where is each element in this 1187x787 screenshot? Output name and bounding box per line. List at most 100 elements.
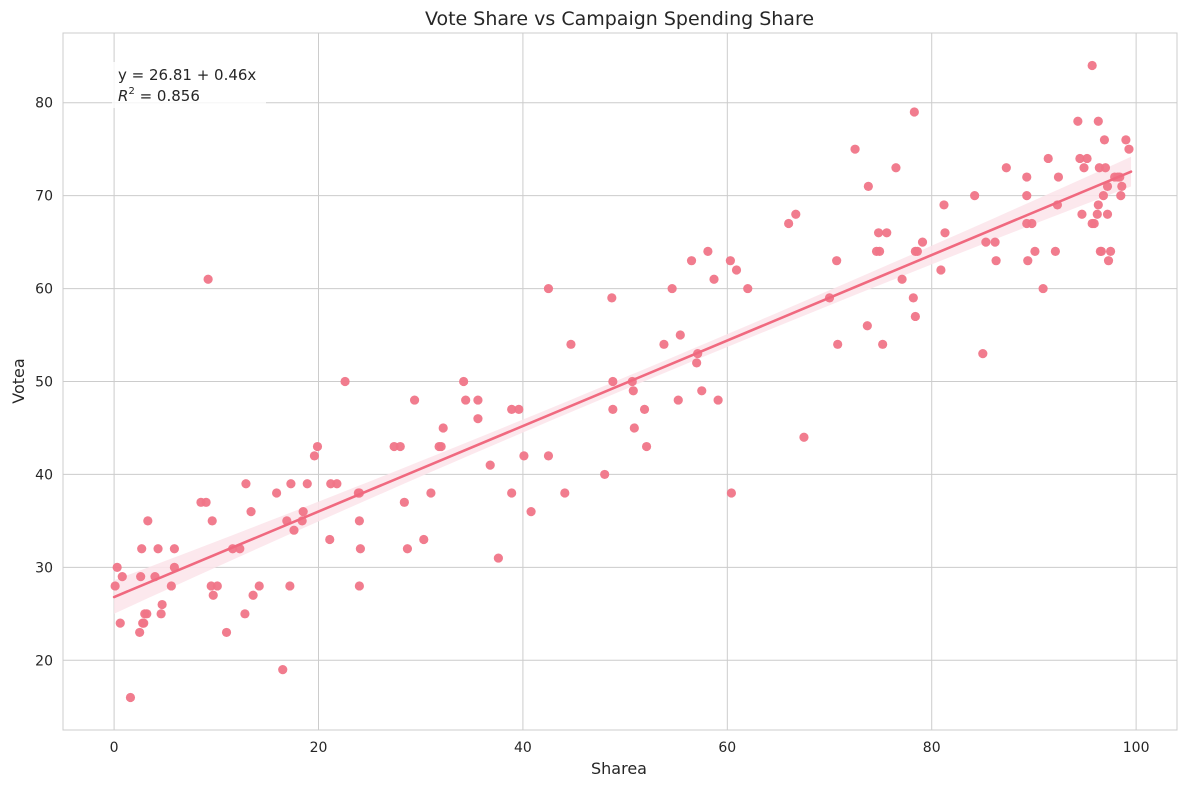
- data-point: [882, 228, 892, 238]
- data-point: [1077, 209, 1087, 219]
- data-point: [709, 274, 719, 284]
- data-point: [1082, 153, 1092, 164]
- data-point: [726, 488, 737, 498]
- data-point: [526, 507, 536, 517]
- data-points: [110, 60, 1134, 703]
- data-point: [791, 209, 801, 219]
- data-point: [1096, 246, 1106, 256]
- x-tick-label: 100: [1123, 740, 1150, 756]
- data-point: [208, 590, 218, 600]
- data-point: [110, 581, 120, 591]
- data-point: [990, 237, 1000, 247]
- r-squared-value: = 0.856: [135, 87, 200, 105]
- data-point: [473, 414, 483, 424]
- data-point: [692, 358, 702, 368]
- data-point: [1098, 191, 1109, 201]
- r-squared: R2 = 0.856: [118, 86, 200, 105]
- data-point: [697, 386, 707, 396]
- data-point: [169, 544, 179, 554]
- data-point: [566, 339, 576, 349]
- data-point: [1022, 191, 1032, 201]
- data-point: [673, 395, 683, 405]
- data-point: [628, 386, 638, 396]
- data-point: [1102, 181, 1113, 191]
- data-point: [1075, 153, 1085, 164]
- data-point: [917, 237, 928, 247]
- data-point: [939, 200, 949, 210]
- data-point: [703, 246, 713, 256]
- data-point: [1117, 181, 1127, 191]
- data-point: [312, 441, 323, 452]
- data-point: [1093, 200, 1103, 210]
- data-point: [1092, 209, 1102, 219]
- y-tick-label: 70: [35, 189, 53, 205]
- y-tick-label: 20: [35, 653, 53, 669]
- data-point: [874, 246, 885, 256]
- data-point: [325, 534, 335, 545]
- data-point: [608, 376, 618, 387]
- x-tick-label: 40: [514, 740, 532, 756]
- data-point: [1105, 246, 1116, 256]
- data-point: [1001, 163, 1011, 173]
- data-point: [212, 581, 222, 591]
- data-point: [241, 479, 251, 489]
- data-point: [354, 581, 364, 591]
- data-point: [667, 283, 677, 294]
- plot-frame: [62, 32, 1178, 731]
- data-point: [419, 534, 429, 545]
- data-point: [112, 562, 122, 572]
- data-point: [1100, 163, 1111, 173]
- data-point: [1027, 218, 1037, 229]
- x-tick-label: 80: [923, 740, 941, 756]
- data-point: [1089, 218, 1099, 229]
- data-point: [286, 479, 296, 489]
- data-point: [143, 516, 153, 526]
- y-tick-label: 80: [35, 96, 53, 112]
- x-tick-label: 60: [718, 740, 736, 756]
- x-tick-labels: 0 20 40 60 80 100: [110, 740, 1150, 756]
- data-point: [136, 572, 146, 582]
- data-point: [1116, 191, 1126, 201]
- x-tick-label: 0: [110, 740, 119, 756]
- data-point: [137, 544, 147, 554]
- data-point: [514, 404, 524, 414]
- data-point: [1050, 246, 1060, 256]
- data-point: [1093, 116, 1103, 126]
- data-point: [891, 163, 901, 173]
- data-point: [686, 256, 697, 266]
- data-point: [459, 376, 469, 387]
- data-point: [156, 609, 166, 619]
- data-point: [713, 395, 723, 405]
- data-point: [725, 256, 735, 266]
- data-point: [395, 441, 405, 452]
- y-tick-label: 50: [35, 375, 53, 391]
- data-point: [402, 544, 413, 554]
- data-point: [743, 283, 753, 294]
- x-tick-label: 20: [310, 740, 328, 756]
- x-axis-label: Sharea: [591, 759, 647, 778]
- data-point: [978, 349, 988, 359]
- data-point: [675, 330, 685, 340]
- data-point: [332, 479, 342, 489]
- data-point: [289, 525, 299, 535]
- data-point: [246, 507, 256, 517]
- data-point: [207, 516, 217, 526]
- data-point: [1043, 153, 1053, 164]
- data-point: [240, 609, 250, 619]
- data-point: [298, 507, 308, 517]
- data-point: [991, 256, 1001, 266]
- data-point: [970, 191, 980, 201]
- data-point: [507, 404, 517, 414]
- data-point: [157, 599, 167, 610]
- data-point: [608, 404, 618, 414]
- y-tick-label: 40: [35, 467, 53, 483]
- data-point: [936, 265, 946, 275]
- regression-equation: y = 26.81 + 0.46x: [118, 66, 256, 84]
- data-point: [629, 423, 639, 433]
- data-point: [203, 274, 213, 284]
- data-point: [493, 553, 503, 563]
- data-point: [878, 339, 888, 349]
- data-point: [543, 283, 554, 294]
- data-point: [201, 497, 211, 507]
